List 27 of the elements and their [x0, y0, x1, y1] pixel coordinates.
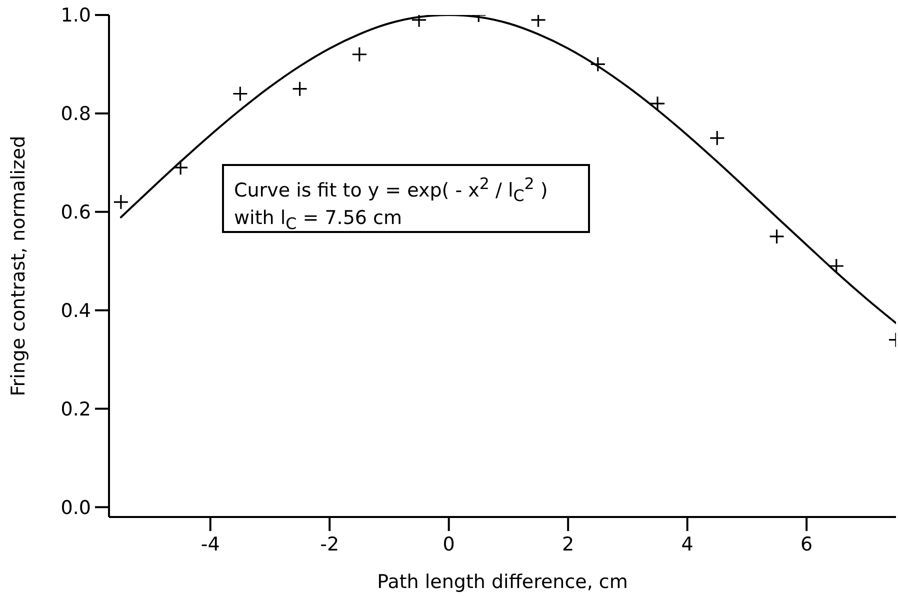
point — [650, 96, 666, 112]
point — [113, 194, 129, 210]
x-tick-label: 4 — [681, 533, 694, 556]
annotation: Curve is fit to y = exp( - x$^{2}$ / l$_{C}$$^{2}$ ) — [234, 173, 549, 208]
y-tick-label: 0.6 — [60, 202, 91, 224]
y-tick-label: 0.8 — [60, 103, 91, 126]
point — [828, 258, 844, 274]
y-axis-title: Fringe contrast, normalized — [8, 136, 30, 396]
point — [709, 130, 725, 146]
x-tick-label: -2 — [320, 533, 340, 556]
y-tick-label: 0.2 — [60, 398, 91, 420]
x-tick-label: 0 — [442, 533, 455, 556]
x-tick-label: 2 — [562, 533, 574, 556]
y-tick-label: 0.0 — [60, 496, 91, 519]
y-tick-label: 0.4 — [60, 300, 91, 322]
y-tick-label: 1.0 — [60, 4, 91, 27]
point — [292, 81, 308, 97]
x-axis-title: Path length difference, cm — [377, 571, 628, 593]
point — [768, 228, 785, 244]
point — [352, 46, 368, 62]
line-series — [120, 15, 896, 324]
x-tick-label: 6 — [800, 533, 813, 556]
point — [590, 56, 606, 72]
x-tick-label: -4 — [200, 533, 220, 556]
point — [232, 86, 248, 102]
point — [172, 160, 188, 176]
annotation: with l$_{C}$ = 7.56 cm — [234, 207, 404, 235]
